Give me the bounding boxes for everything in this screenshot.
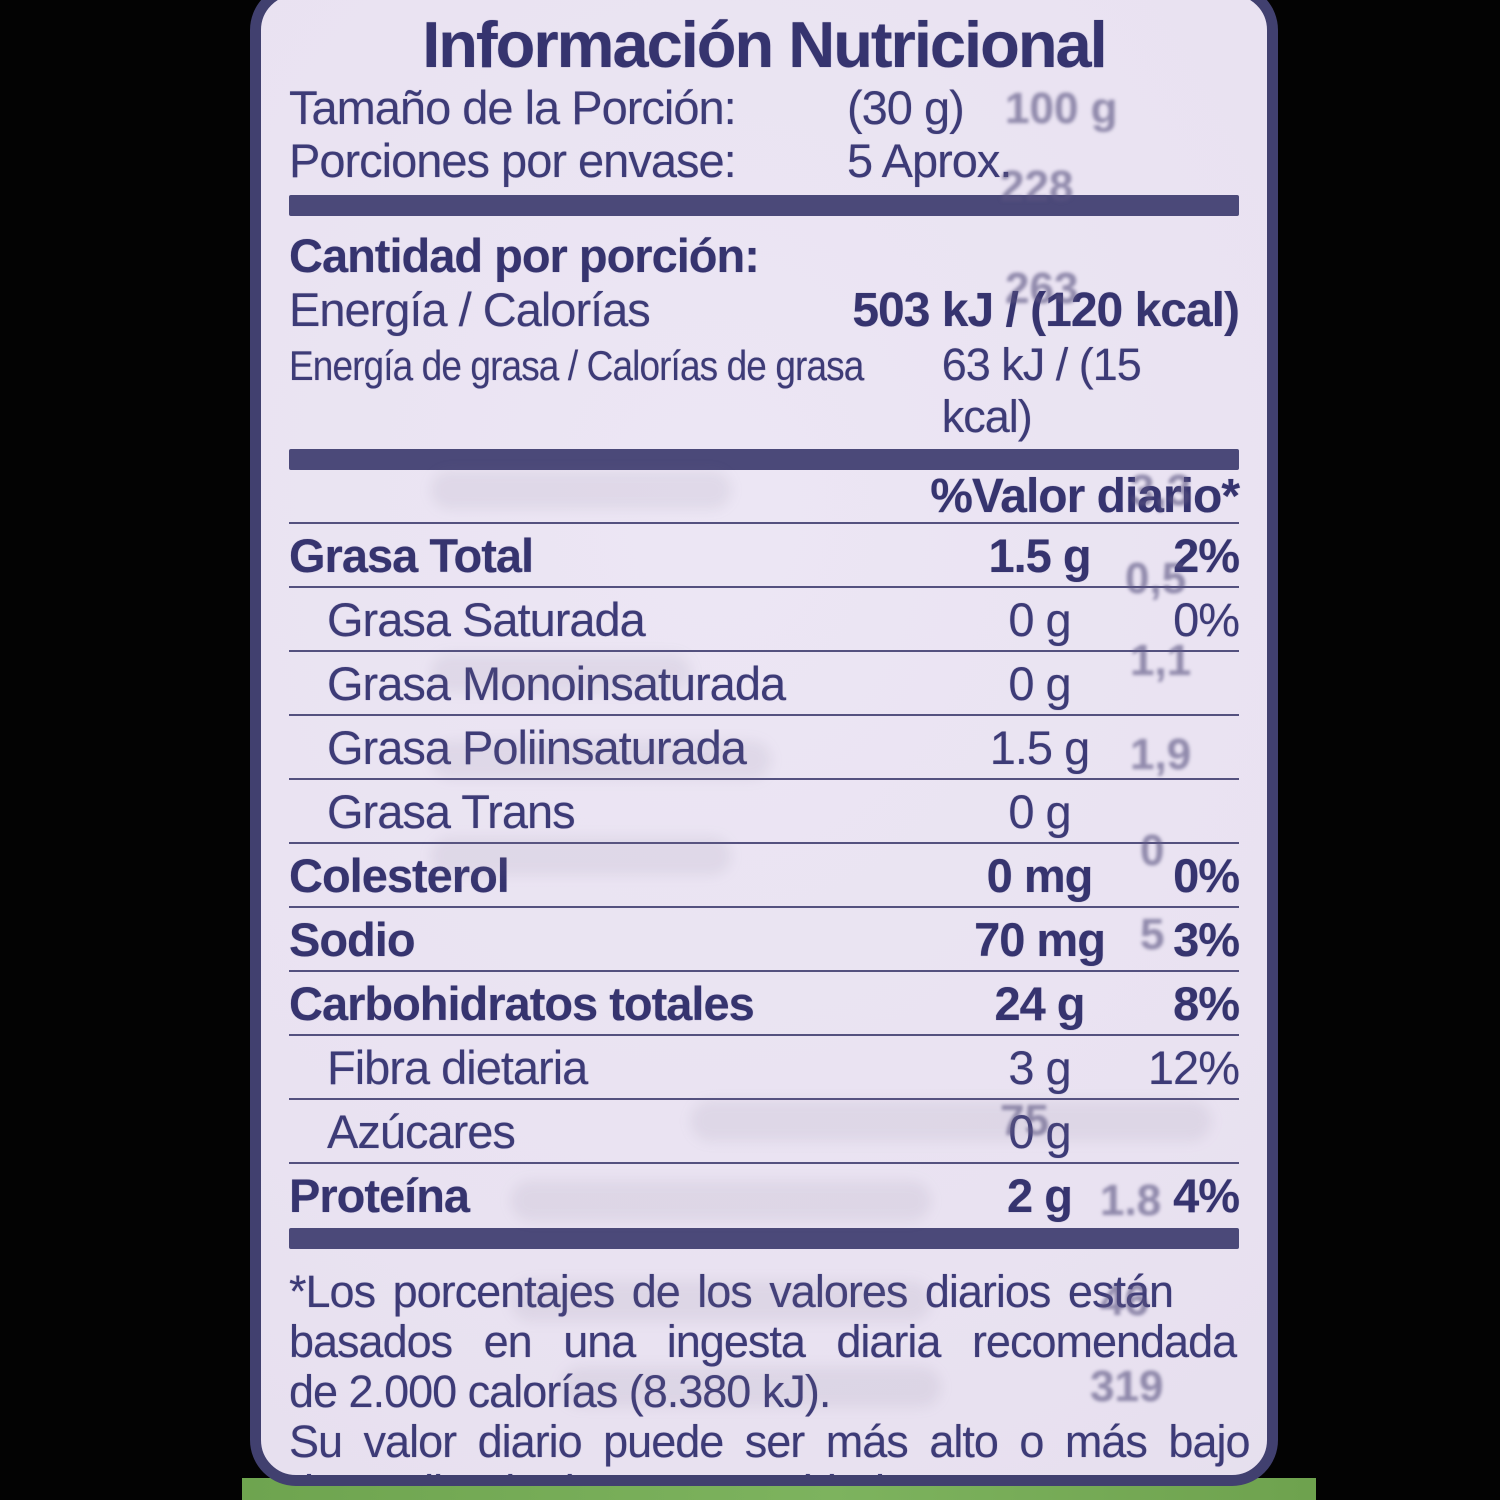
nutrient-row-total-carbs: Carbohidratos totales 24 g 8% <box>289 972 1240 1034</box>
row-divider <box>289 1162 1239 1164</box>
nutrient-amount: 0 g <box>1008 784 1071 838</box>
nutrient-name: Grasa Poliinsaturada <box>327 720 747 774</box>
nutrient-row-sodium: Sodio 70 mg 3% <box>289 908 1240 970</box>
row-divider <box>289 714 1239 716</box>
nutrient-row-protein: Proteína 2 g 4% <box>289 1164 1240 1226</box>
thick-divider <box>289 449 1239 470</box>
ghost-smudge <box>691 1101 1211 1141</box>
ghost-text: 0 <box>1140 826 1165 875</box>
nutrient-row-polyunsaturated-fat: Grasa Poliinsaturada 1.5 g <box>289 716 1239 778</box>
nutrient-amount: 0 g <box>1008 1104 1071 1158</box>
ghost-text: 263 <box>1005 264 1079 313</box>
nutrient-amount: 0 mg <box>986 848 1094 902</box>
nutrient-dv: 4% <box>1173 1168 1240 1222</box>
nutrient-name: Sodio <box>289 912 416 966</box>
nutrient-name: Colesterol <box>289 848 510 902</box>
serving-size-label: Tamaño de la Porción: <box>289 81 737 134</box>
ghost-text: 3,3 <box>1130 466 1192 515</box>
serving-size-value: (30 g) <box>847 81 965 134</box>
nutrient-amount: 2 g <box>1007 1168 1073 1222</box>
energy-value: 503 kJ / (120 kcal) <box>852 284 1240 337</box>
ghost-text: 46 <box>1100 1276 1149 1325</box>
nutrient-dv: 2% <box>1173 528 1240 582</box>
ghost-text: 5 <box>1140 910 1165 959</box>
row-divider <box>289 842 1239 844</box>
nutrient-row-trans-fat: Grasa Trans 0 g <box>289 780 1239 842</box>
nutrient-dv: 12% <box>1147 1040 1240 1094</box>
ghost-text: 1,9 <box>1130 730 1192 779</box>
amount-per-serving-heading: Cantidad por porción: <box>289 229 760 282</box>
label-title: Información Nutricional <box>422 8 1108 81</box>
nutrient-name: Fibra dietaria <box>327 1040 588 1094</box>
ghost-smudge <box>431 471 731 509</box>
footnote-line: Su valor diario puede ser más alto o más… <box>289 1416 1251 1467</box>
ghost-text: 228 <box>1000 162 1074 211</box>
nutrient-name: Azúcares <box>327 1104 516 1158</box>
nutrient-amount: 24 g <box>994 976 1085 1030</box>
nutrition-label: Información Nutricional Tamaño de la Por… <box>250 0 1278 1486</box>
nutrient-dv: 0% <box>1173 848 1240 902</box>
nutrient-name: Grasa Trans <box>327 784 576 838</box>
footnote-line: basados en una ingesta diaria recomendad… <box>289 1316 1237 1367</box>
thick-divider <box>289 1228 1239 1249</box>
nutrient-name: Grasa Total <box>289 528 534 582</box>
ghost-smudge <box>511 1181 931 1221</box>
nutrient-row-sugars: Azúcares 0 g <box>289 1100 1239 1162</box>
nutrient-amount: 0 g <box>1008 592 1071 646</box>
ghost-text: 100 g <box>1005 84 1118 133</box>
energy-label: Energía / Calorías <box>289 283 651 336</box>
servings-per-container-value: 5 Aprox. <box>847 134 1012 187</box>
nutrient-name: Grasa Monoinsaturada <box>327 656 786 710</box>
ghost-text: 319 <box>1090 1362 1164 1411</box>
nutrient-name: Carbohidratos totales <box>289 976 755 1030</box>
row-divider <box>289 970 1239 972</box>
daily-value-header: %Valor diario* <box>930 470 1240 523</box>
ghost-smudge <box>511 1281 931 1321</box>
nutrient-name: Grasa Saturada <box>327 592 646 646</box>
fat-energy-row: Energía de grasa / Calorías de grasa 63 … <box>289 339 1239 443</box>
nutrient-name: Proteína <box>289 1168 470 1222</box>
nutrient-dv: 3% <box>1173 912 1240 966</box>
row-divider <box>289 586 1239 588</box>
ghost-text: 0,5 <box>1125 554 1187 603</box>
row-divider <box>289 778 1239 780</box>
nutrient-amount: 1.5 g <box>988 528 1091 582</box>
row-divider <box>289 906 1239 908</box>
ghost-smudge <box>431 837 731 875</box>
nutrient-amount: 3 g <box>1008 1040 1071 1094</box>
nutrient-amount: 1.5 g <box>989 720 1091 774</box>
nutrient-amount: 0 g <box>1008 656 1071 710</box>
nutrient-amount: 70 mg <box>974 912 1106 966</box>
nutrient-row-dietary-fiber: Fibra dietaria 3 g 12% <box>289 1036 1240 1098</box>
footnote-line: de 2.000 calorías (8.380 kJ). <box>289 1366 831 1417</box>
row-divider <box>289 522 1239 524</box>
energy-row: Energía / Calorías 503 kJ / (120 kcal) <box>289 282 1240 339</box>
thick-divider <box>289 195 1239 216</box>
fat-energy-label: Energía de grasa / Calorías de grasa <box>289 342 864 389</box>
row-divider <box>289 1098 1239 1100</box>
ghost-text: 1.8 <box>1100 1176 1162 1225</box>
row-divider <box>289 1034 1239 1036</box>
fat-energy-value: 63 kJ / (15 kcal) <box>941 339 1142 442</box>
ghost-smudge <box>561 1367 941 1407</box>
servings-per-container-label: Porciones por envase: <box>289 134 737 187</box>
nutrient-dv: 0% <box>1173 592 1240 646</box>
nutrient-row-saturated-fat: Grasa Saturada 0 g 0% <box>289 588 1240 650</box>
servings-per-container-row: Porciones por envase: 5 Aprox. <box>289 134 1239 187</box>
footnote-line: *Los porcentajes de los valores diarios … <box>289 1266 1174 1317</box>
nutrition-label-content: Información Nutricional Tamaño de la Por… <box>261 8 1267 1476</box>
ghost-smudge <box>431 654 691 692</box>
nutrient-row-cholesterol: Colesterol 0 mg 0% <box>289 844 1240 906</box>
nutrient-dv: 8% <box>1173 976 1240 1030</box>
row-divider <box>289 650 1239 652</box>
footnote-line: dependiendo de sus necesidades. <box>289 1467 1239 1476</box>
footnote: *Los porcentajes de los valores diarios … <box>289 1266 1251 1476</box>
serving-size-row: Tamaño de la Porción: (30 g) <box>289 81 1239 134</box>
nutrient-row-monounsaturated-fat: Grasa Monoinsaturada 0 g <box>289 652 1239 714</box>
ghost-text: 1,1 <box>1130 636 1192 685</box>
ghost-smudge <box>431 741 771 779</box>
ghost-text: 75 <box>1000 1096 1049 1145</box>
nutrient-row-total-fat: Grasa Total 1.5 g 2% <box>289 524 1240 586</box>
